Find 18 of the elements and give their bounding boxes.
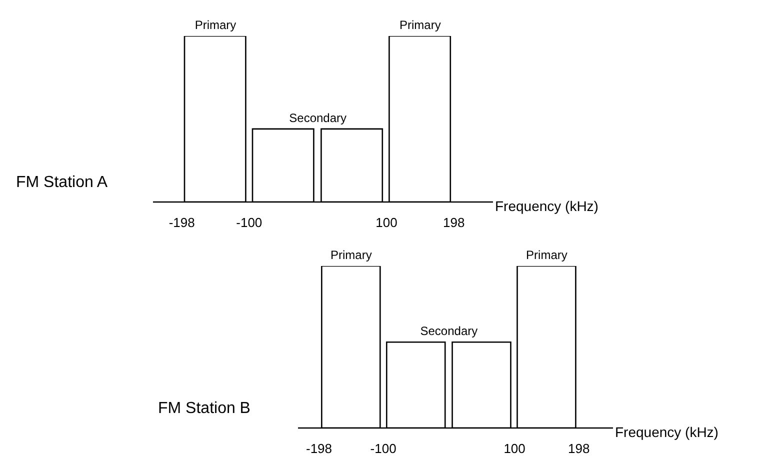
y-axis-title: FM Station A <box>16 174 108 192</box>
x-tick-label: 100 <box>376 215 398 230</box>
x-axis-title: Frequency (kHz) <box>495 198 598 214</box>
x-tick-label: -100 <box>370 441 396 456</box>
annotation: Primary <box>526 248 568 262</box>
annotation: Secondary <box>420 324 478 338</box>
annotation: Primary <box>400 18 441 32</box>
x-tick-label: 198 <box>568 441 590 456</box>
x-axis-title: Frequency (kHz) <box>615 424 718 440</box>
x-tick-label: -198 <box>168 215 195 230</box>
y-axis-title: FM Station B <box>158 400 250 418</box>
annotation: Secondary <box>289 110 347 125</box>
annotation: Primary <box>194 18 236 32</box>
x-tick-label: -100 <box>236 215 262 230</box>
x-tick-label: 100 <box>504 441 526 456</box>
x-tick-label: 198 <box>442 215 465 230</box>
x-tick-label: -198 <box>306 441 332 456</box>
annotation: Primary <box>330 248 372 262</box>
